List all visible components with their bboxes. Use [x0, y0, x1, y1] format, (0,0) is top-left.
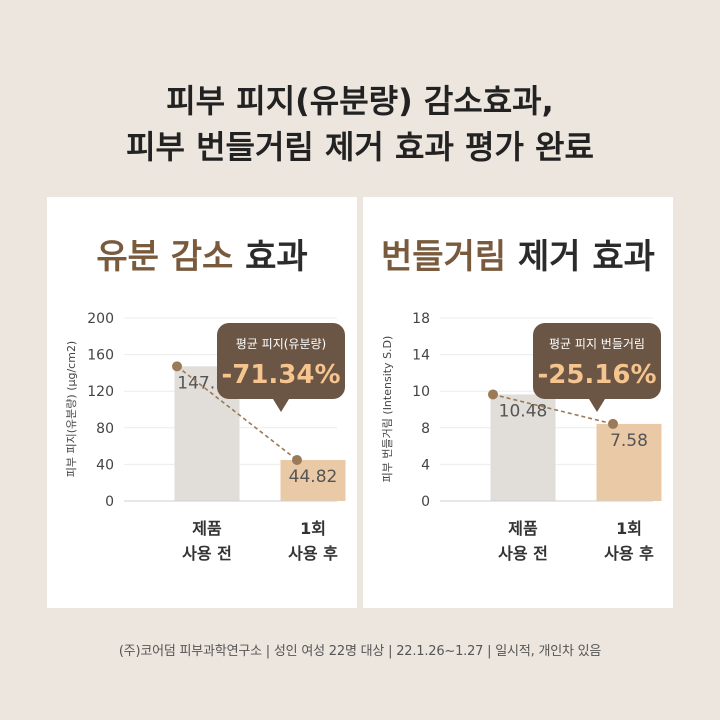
y-tick-label: 18: [412, 311, 430, 327]
panel-title-part-1: 유분 감소: [96, 237, 234, 277]
bar-value-label: 7.58: [610, 431, 648, 451]
callout-label: 평균 피지(유분량): [236, 337, 326, 351]
y-tick-label: 120: [87, 384, 114, 400]
y-axis-label: 피부 피지(유분량) (μg/cm2): [65, 341, 78, 477]
y-tick-label: 200: [87, 311, 114, 327]
category-label-line1: 1회: [616, 519, 642, 538]
panel-title-part-1: 번들거림: [381, 237, 507, 277]
category-label-line2: 사용 전: [498, 544, 548, 563]
category-label-line1: 제품: [192, 519, 222, 538]
panel-title: 번들거림 제거 효과: [363, 235, 673, 279]
category-label-line2: 사용 후: [288, 544, 338, 563]
panel-title-part-2: 효과: [245, 237, 308, 277]
y-tick-label: 4: [421, 457, 430, 473]
y-tick-label: 8: [421, 421, 430, 437]
panel-title: 유분 감소 효과: [47, 235, 357, 279]
callout-pointer: [589, 399, 605, 412]
category-label-line1: 1회: [300, 519, 326, 538]
y-tick-label: 40: [96, 457, 114, 473]
bar: [280, 459, 346, 501]
category-label-line1: 제품: [508, 519, 538, 538]
callout-box: [533, 323, 661, 399]
callout-box: [217, 323, 345, 399]
y-tick-label: 80: [96, 421, 114, 437]
bar-value-label: 10.48: [499, 401, 548, 421]
headline-line-1: 피부 피지(유분량) 감소효과,: [166, 82, 554, 120]
trend-marker: [172, 361, 182, 372]
headline: 피부 피지(유분량) 감소효과, 피부 번들거림 제거 효과 평가 완료: [0, 78, 720, 170]
bar-value-label: 44.82: [289, 467, 338, 487]
panel-title-part-2: 제거 효과: [518, 237, 655, 277]
category-label-line2: 사용 전: [182, 544, 232, 563]
trend-marker: [608, 418, 618, 429]
headline-line-2: 피부 번들거림 제거 효과 평가 완료: [126, 128, 594, 166]
shine-bar-chart: 18 14 10 8 4 0 피부 번들거림 (Intensity S.D) 10.48 7.5…: [381, 311, 662, 563]
shine-removal-panel: 번들거림 제거 효과 18 14 10 8 4 0 피부 번들거림 (Intensity S…: [363, 197, 673, 608]
footnote: (주)코어덤 피부과학연구소 | 성인 여성 22명 대상 | 22.1.26~…: [118, 644, 602, 659]
y-tick-label: 14: [412, 348, 430, 364]
callout-value: -71.34%: [221, 360, 340, 390]
change-callout: 평균 피지(유분량) -71.34%: [217, 323, 345, 412]
category-label-line2: 사용 후: [604, 544, 654, 563]
y-tick-label: 160: [87, 348, 114, 364]
y-axis-label: 피부 번들거림 (Intensity S.D): [381, 336, 394, 483]
sebum-reduction-panel: 유분 감소 효과 200 160 120 80 40 0 피부 피지(유분량) (μg/cm…: [47, 197, 357, 608]
callout-value: -25.16%: [537, 360, 656, 390]
trend-marker: [488, 389, 498, 400]
trend-marker: [292, 454, 302, 465]
callout-label: 평균 피지 번들거림: [549, 337, 645, 351]
trend-line: [176, 365, 298, 461]
callout-pointer: [273, 399, 289, 412]
y-tick-label: 0: [421, 494, 430, 510]
change-callout: 평균 피지 번들거림 -25.16%: [533, 323, 661, 412]
y-tick-label: 0: [105, 494, 114, 510]
bar: [596, 423, 662, 501]
y-tick-label: 10: [412, 384, 430, 400]
bar: [490, 394, 556, 501]
